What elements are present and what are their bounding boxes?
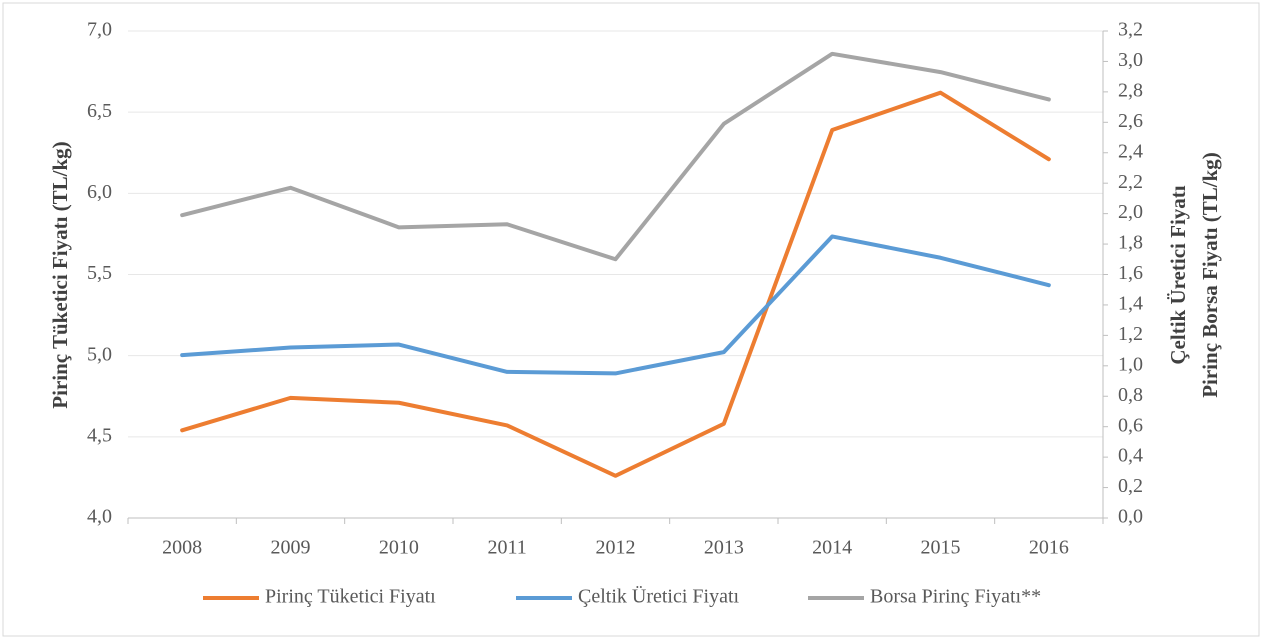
y-tick-label: 4,0 xyxy=(87,506,112,528)
y2-axis-title: Pirinç Borsa Fiyatı (TL/kg) xyxy=(1198,152,1222,398)
series-line xyxy=(180,234,1051,376)
y2-tick-label: 0,2 xyxy=(1118,475,1143,497)
x-tick-label: 2014 xyxy=(812,537,852,559)
x-tick-label: 2016 xyxy=(1029,537,1069,559)
y2-tick-label: 0,0 xyxy=(1118,506,1143,528)
y2-tick-label: 1,8 xyxy=(1118,232,1143,254)
x-tick-label: 2013 xyxy=(704,537,744,559)
y-tick-label: 6,0 xyxy=(87,181,112,203)
y2-tick-label: 3,2 xyxy=(1118,19,1143,41)
series-line xyxy=(180,51,1051,262)
x-tick-label: 2009 xyxy=(271,537,311,559)
y-tick-label: 4,5 xyxy=(87,424,112,446)
y2-tick-label: 2,8 xyxy=(1118,79,1143,101)
y2-tick-label: 0,4 xyxy=(1118,445,1143,467)
y2-tick-label: 2,0 xyxy=(1118,201,1143,223)
y2-tick-label: 1,2 xyxy=(1118,323,1143,345)
y2-tick-label: 3,0 xyxy=(1118,49,1143,71)
series-line xyxy=(180,90,1051,478)
x-tick-label: 2010 xyxy=(379,537,419,559)
x-tick-label: 2011 xyxy=(488,537,527,559)
y-tick-label: 5,5 xyxy=(87,262,112,284)
y2-tick-label: 1,6 xyxy=(1118,262,1143,284)
legend-label: Pirinç Tüketici Fiyatı xyxy=(265,586,436,608)
y2-tick-label: 1,0 xyxy=(1118,353,1143,375)
legend-label: Borsa Pirinç Fiyatı** xyxy=(870,586,1041,608)
y2-axis-title: Çeltik Üretici Fiyatı xyxy=(1166,185,1190,364)
y-tick-label: 5,0 xyxy=(87,343,112,365)
y2-tick-label: 2,4 xyxy=(1118,140,1143,162)
x-tick-label: 2015 xyxy=(921,537,961,559)
legend-label: Çeltik Üretici Fiyatı xyxy=(578,585,740,608)
y2-tick-label: 1,4 xyxy=(1118,293,1143,315)
x-tick-label: 2012 xyxy=(596,537,636,559)
y2-tick-label: 2,2 xyxy=(1118,171,1143,193)
y-tick-label: 7,0 xyxy=(87,19,112,41)
y-tick-label: 6,5 xyxy=(87,100,112,122)
x-tick-label: 2008 xyxy=(162,537,202,559)
y2-tick-label: 0,8 xyxy=(1118,384,1143,406)
y2-tick-label: 2,6 xyxy=(1118,110,1143,132)
y2-tick-label: 0,6 xyxy=(1118,414,1143,436)
y-axis-title: Pirinç Tüketici Fiyatı (TL/kg) xyxy=(48,141,72,408)
